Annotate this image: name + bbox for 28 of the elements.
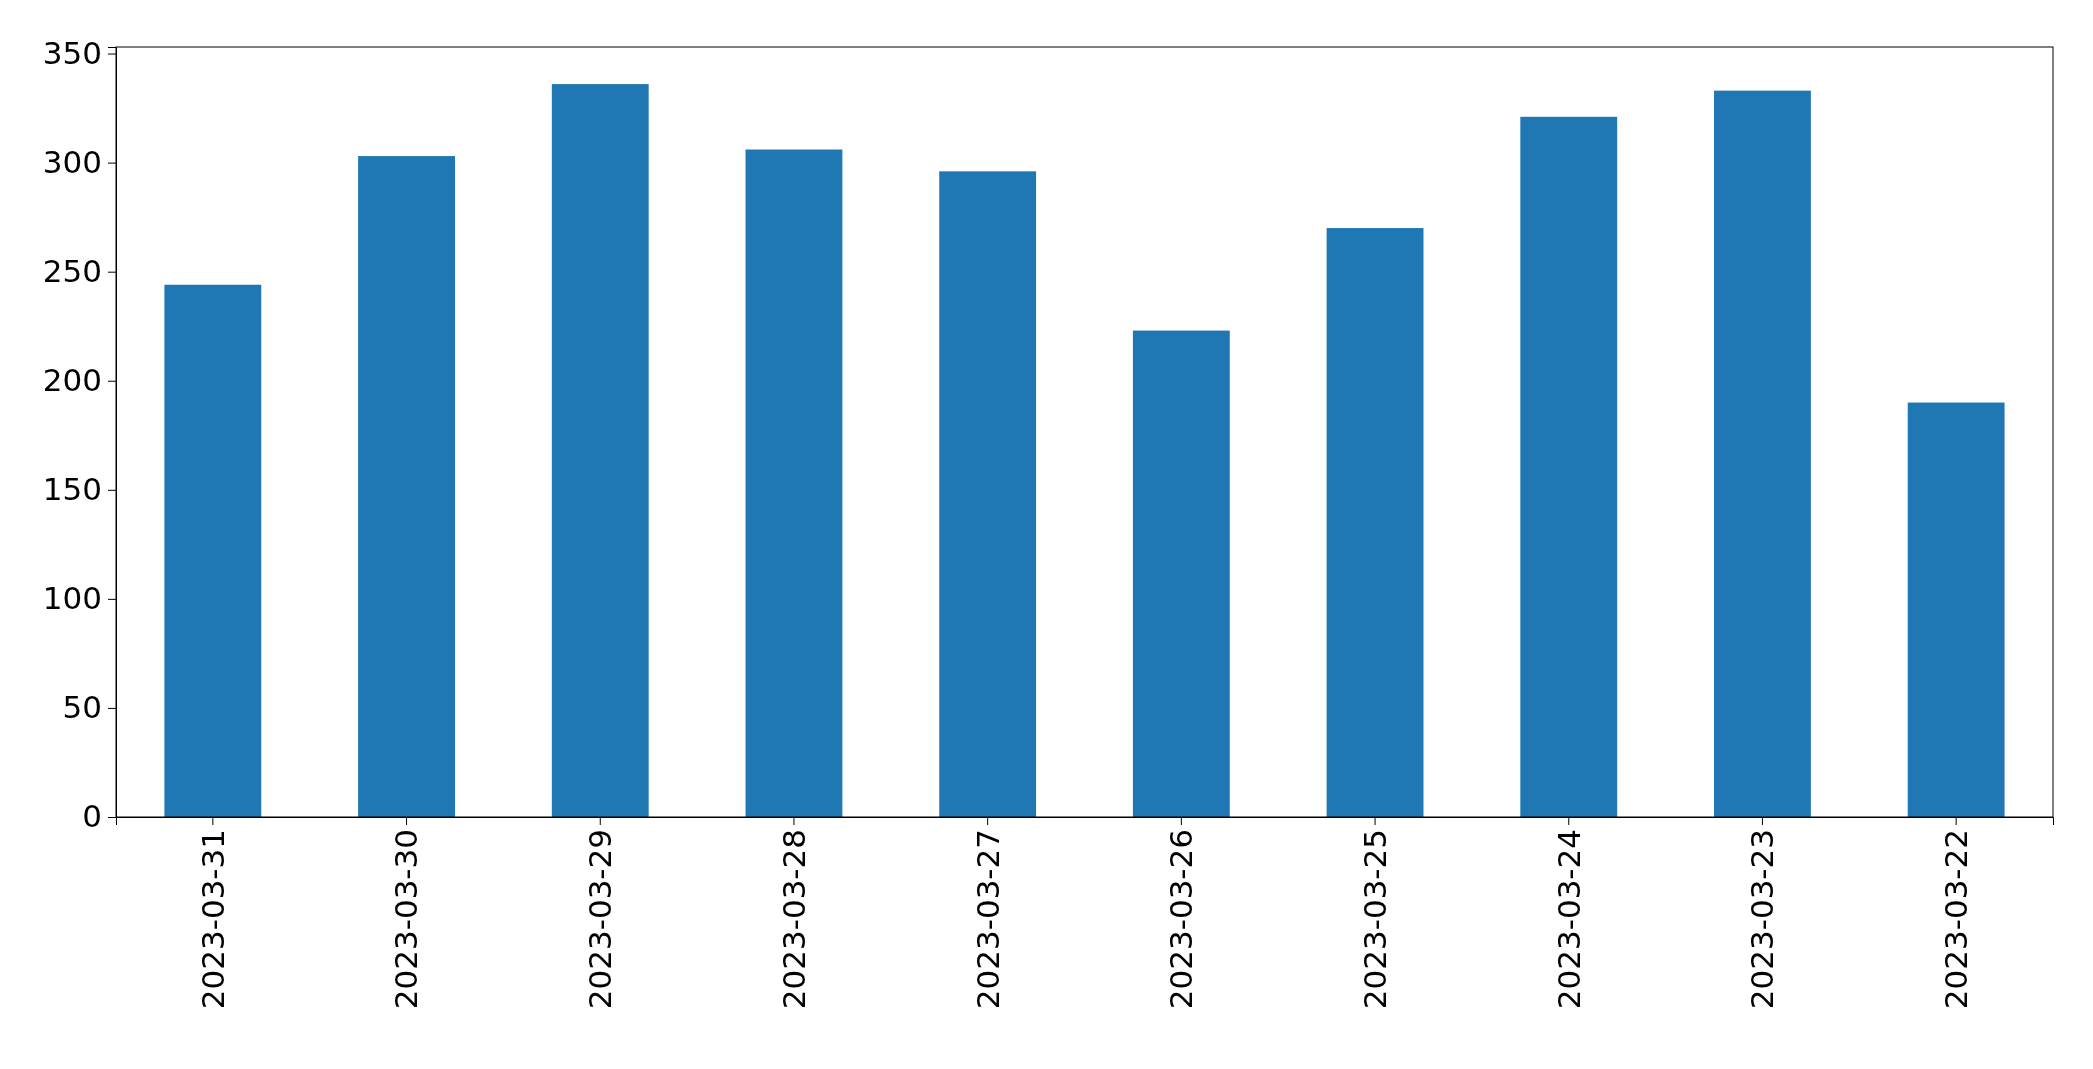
- x-tick-label: 2023-03-22: [1938, 829, 1974, 1010]
- bar: [1326, 228, 1424, 817]
- bar: [939, 171, 1037, 817]
- y-tick-label: 150: [42, 471, 102, 508]
- x-tick-label: 2023-03-29: [582, 829, 619, 1010]
- y-tick-label: 300: [42, 144, 102, 181]
- x-tick-label: 2023-03-30: [388, 829, 425, 1010]
- y-tick-label: 350: [42, 34, 102, 71]
- x-tick-label: 2023-03-26: [1163, 829, 1200, 1010]
- x-tick-label: 2023-03-23: [1744, 829, 1781, 1010]
- bar: [745, 149, 843, 817]
- bar: [551, 84, 649, 817]
- x-tick-label: 2023-03-31: [194, 829, 231, 1010]
- y-tick-label: 200: [42, 362, 102, 399]
- x-tick-label: 2023-03-24: [1550, 829, 1587, 1010]
- y-tick-label: 100: [42, 580, 102, 617]
- x-tick-label: 2023-03-25: [1356, 829, 1393, 1010]
- bar: [358, 156, 455, 817]
- bar: [1907, 402, 2005, 817]
- x-tick-label: 2023-03-27: [969, 829, 1006, 1010]
- bar: [1520, 116, 1618, 817]
- bar: [164, 284, 262, 817]
- y-tick-label: 0: [82, 798, 102, 835]
- bar: [1132, 330, 1230, 817]
- y-tick-label: 50: [62, 689, 102, 726]
- y-tick-label: 250: [42, 253, 102, 290]
- bar: [1714, 90, 1811, 817]
- x-tick-label: 2023-03-28: [775, 829, 812, 1010]
